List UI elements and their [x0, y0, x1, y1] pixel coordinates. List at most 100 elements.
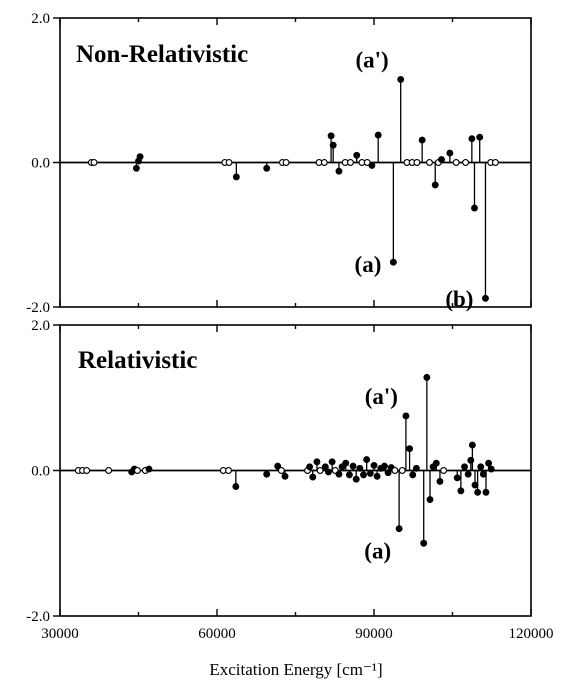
x-axis-label: Excitation Energy [cm⁻¹] — [209, 660, 382, 679]
data-point — [436, 477, 444, 485]
data-point — [381, 462, 388, 470]
data-point — [397, 75, 405, 83]
data-point — [468, 135, 476, 143]
data-point — [464, 470, 472, 478]
data-point — [347, 159, 354, 166]
data-point — [321, 463, 329, 471]
data-point — [468, 441, 476, 449]
data-point — [485, 459, 493, 467]
data-point — [281, 472, 289, 480]
data-point — [389, 258, 397, 266]
data-point — [316, 467, 324, 474]
data-point — [431, 181, 439, 189]
data-point — [482, 488, 490, 496]
y-tick-label: 2.0 — [31, 318, 50, 334]
y-tick-label: -2.0 — [26, 609, 50, 625]
data-point — [391, 467, 399, 474]
data-point — [232, 173, 240, 181]
data-point — [432, 459, 440, 467]
data-point — [474, 488, 482, 496]
data-point — [277, 467, 285, 474]
data-point — [325, 468, 332, 476]
data-point — [426, 159, 433, 166]
data-point — [306, 463, 314, 471]
data-point — [487, 465, 495, 473]
data-point — [90, 159, 98, 166]
data-point — [134, 467, 141, 474]
data-point — [360, 471, 367, 479]
data-point — [282, 159, 290, 166]
data-point — [453, 474, 461, 482]
data-point — [356, 464, 364, 472]
data-point — [320, 159, 328, 166]
x-tick-label: 60000 — [198, 626, 236, 642]
data-point — [370, 461, 378, 469]
peak-annotation: (a) — [364, 539, 391, 564]
data-point — [132, 164, 140, 172]
data-point — [373, 472, 381, 480]
data-point — [440, 467, 448, 474]
data-point — [423, 373, 431, 381]
data-point — [345, 471, 353, 479]
data-point — [402, 412, 410, 420]
data-point — [420, 539, 428, 547]
data-point — [225, 467, 232, 474]
data-point — [342, 459, 350, 467]
x-tick-label: 90000 — [355, 626, 393, 642]
data-point — [329, 141, 337, 149]
data-point — [327, 132, 335, 140]
data-point — [412, 464, 420, 472]
data-point — [366, 469, 374, 477]
x-tick-label: 30000 — [41, 626, 79, 642]
data-point — [491, 159, 499, 166]
data-point — [409, 471, 417, 479]
peak-annotation: (a') — [355, 47, 388, 72]
title-backing — [72, 343, 204, 378]
data-point — [263, 470, 271, 478]
non-relativistic-panel: 2.0 0.0 -2.0 Non-Relativistic (a') (a) (b) — [26, 11, 532, 316]
data-point — [225, 159, 233, 166]
peak-annotation: (b) — [445, 286, 473, 311]
data-point — [446, 149, 454, 157]
peak-annotation: (a') — [365, 384, 398, 409]
data-point — [136, 153, 144, 161]
data-point — [426, 496, 434, 504]
data-point — [413, 159, 421, 166]
data-point — [352, 475, 360, 483]
data-point — [395, 525, 403, 533]
title-backing — [70, 37, 255, 72]
data-point — [452, 159, 460, 166]
data-point — [105, 467, 113, 474]
data-point — [274, 462, 282, 470]
panel-title: Relativistic — [78, 347, 197, 374]
data-point — [232, 483, 240, 490]
peak-annotation: (a) — [355, 252, 382, 277]
data-point — [476, 133, 484, 141]
y-tick-label: 0.0 — [31, 464, 50, 480]
data-point — [83, 467, 91, 474]
data-point — [328, 458, 336, 466]
y-tick-label: -2.0 — [26, 300, 50, 316]
data-point — [374, 131, 382, 139]
data-point — [263, 164, 271, 172]
data-point — [471, 204, 478, 212]
data-point — [349, 462, 357, 470]
data-point — [363, 456, 371, 464]
data-point — [461, 463, 468, 471]
data-point — [368, 161, 376, 169]
data-point — [438, 156, 445, 164]
panel-title: Non-Relativistic — [76, 41, 248, 68]
y-tick-label: 0.0 — [31, 156, 50, 172]
y-tick-label: 2.0 — [31, 11, 50, 27]
data-point — [335, 470, 343, 478]
data-point — [406, 445, 414, 453]
data-point — [482, 294, 489, 302]
x-tick-label: 120000 — [509, 626, 554, 642]
data-point — [462, 159, 470, 166]
data-point — [418, 136, 426, 144]
data-point — [384, 469, 392, 477]
data-point — [477, 463, 485, 471]
data-point — [309, 473, 317, 481]
data-point — [398, 467, 406, 474]
